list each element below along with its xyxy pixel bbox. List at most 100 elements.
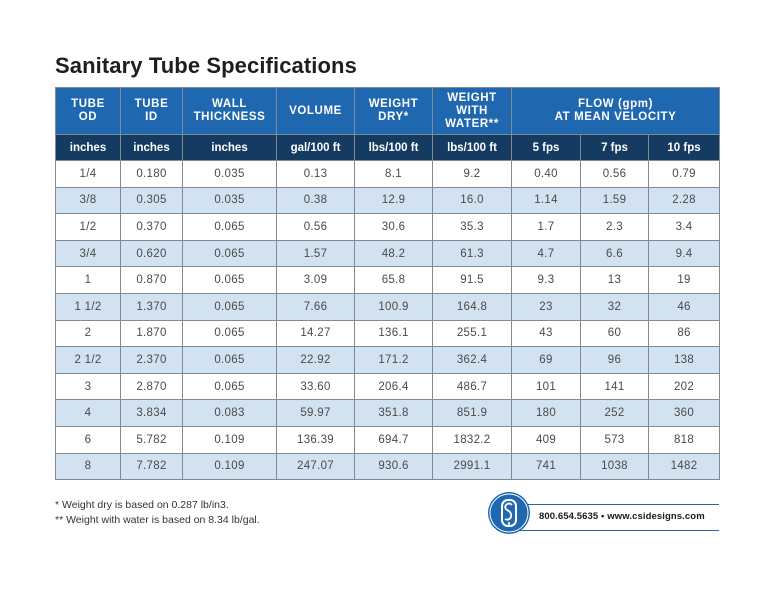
table-cell: 255.1 [432, 319, 512, 348]
table-cell: 35.3 [432, 213, 512, 241]
table-cell: 1832.2 [432, 425, 512, 454]
table-cell: 100.9 [354, 292, 433, 321]
table-cell: 1.7 [511, 213, 581, 241]
table-cell: 0.40 [511, 160, 581, 188]
table-cell: 247.07 [276, 452, 355, 481]
table-cell: 0.065 [182, 319, 277, 348]
table-cell: 351.8 [354, 399, 433, 427]
table-cell: 0.56 [580, 160, 649, 188]
table-cell: 48.2 [354, 239, 433, 268]
units-row: inches inches inches gal/100 ft lbs/100 … [55, 134, 721, 161]
table-cell: 13 [580, 266, 649, 294]
table-cell: 0.305 [120, 186, 183, 215]
table-cell: 1482 [647, 452, 721, 481]
table-cell: 136.39 [276, 425, 355, 454]
table-cell: 741 [511, 452, 581, 481]
table-cell: 0.035 [182, 160, 277, 188]
table-cell: 0.065 [182, 372, 277, 401]
table-cell: 22.92 [276, 346, 355, 374]
footnote-weight-water: ** Weight with water is based on 8.34 lb… [55, 514, 260, 526]
table-cell: 0.370 [120, 213, 183, 241]
footnote-weight-dry: * Weight dry is based on 0.287 lb/in3. [55, 499, 229, 511]
table-cell: 0.620 [120, 239, 183, 268]
table-cell: 3/4 [55, 239, 121, 268]
table-cell: 91.5 [432, 266, 512, 294]
table-cell: 0.109 [182, 425, 277, 454]
table-cell: 96 [580, 346, 649, 374]
table-cell: 46 [647, 292, 721, 321]
table-cell: 202 [647, 372, 721, 401]
table-cell: 8.1 [354, 160, 433, 188]
table-cell: 1/4 [55, 160, 121, 188]
table-cell: 1.57 [276, 239, 355, 268]
column-header: TUBE OD [55, 87, 121, 135]
table-row: 3/4 0.620 0.065 1.57 48.2 61.3 4.7 6.6 9.4 [55, 239, 721, 268]
table-cell: 136.1 [354, 319, 433, 348]
table-cell: 3 [55, 372, 121, 401]
table-row: 1/4 0.180 0.035 0.13 8.1 9.2 0.40 0.56 0.79 [55, 160, 721, 188]
table-cell: 0.065 [182, 346, 277, 374]
column-header: WALL THICKNESS [182, 87, 277, 135]
table-cell: 5.782 [120, 425, 183, 454]
table-cell: 0.870 [120, 266, 183, 294]
table-row: 3/8 0.305 0.035 0.38 12.9 16.0 1.14 1.59 2.28 [55, 186, 721, 215]
flow-header: FLOW (gpm) AT MEAN VELOCITY [510, 87, 721, 135]
table-cell: 138 [647, 346, 721, 374]
table-cell: 0.065 [182, 213, 277, 241]
unit-cell: 5 fps [511, 134, 581, 161]
table-cell: 3.09 [276, 266, 355, 294]
table-cell: 0.083 [182, 399, 277, 427]
unit-cell: 7 fps [580, 134, 649, 161]
unit-cell: 10 fps [647, 134, 721, 161]
table-cell: 101 [511, 372, 581, 401]
table-cell: 65.8 [354, 266, 433, 294]
unit-cell: gal/100 ft [276, 134, 355, 161]
table-row: 1 0.870 0.065 3.09 65.8 91.5 9.3 13 19 [55, 266, 721, 294]
table-cell: 4.7 [511, 239, 581, 268]
table-cell: 61.3 [432, 239, 512, 268]
table-cell: 252 [580, 399, 649, 427]
table-cell: 3.4 [647, 213, 721, 241]
column-header: WEIGHT WITH WATER** [432, 87, 512, 135]
table-cell: 3.834 [120, 399, 183, 427]
table-cell: 818 [647, 425, 721, 454]
table-cell: 171.2 [354, 346, 433, 374]
unit-cell: lbs/100 ft [432, 134, 512, 161]
table-row: 1/2 0.370 0.065 0.56 30.6 35.3 1.7 2.3 3.4 [55, 213, 721, 241]
divider-line [500, 530, 719, 531]
table-cell: 86 [647, 319, 721, 348]
table-cell: 69 [511, 346, 581, 374]
table-cell: 930.6 [354, 452, 433, 481]
unit-cell: inches [55, 134, 121, 161]
table-cell: 3/8 [55, 186, 121, 215]
table-cell: 851.9 [432, 399, 512, 427]
contact-info: 800.654.5635 • www.csidesigns.com [539, 511, 705, 522]
table-cell: 1.14 [511, 186, 581, 215]
table-cell: 2.28 [647, 186, 721, 215]
table-cell: 2.3 [580, 213, 649, 241]
table-cell: 30.6 [354, 213, 433, 241]
table-cell: 12.9 [354, 186, 433, 215]
csi-logo-icon [488, 492, 530, 534]
table-cell: 0.065 [182, 266, 277, 294]
spec-table: TUBE OD TUBE ID WALL THICKNESS VOLUME WEIGH… [55, 87, 721, 481]
table-cell: 16.0 [432, 186, 512, 215]
table-cell: 573 [580, 425, 649, 454]
table-cell: 362.4 [432, 346, 512, 374]
table-cell: 0.13 [276, 160, 355, 188]
column-header: TUBE ID [120, 87, 183, 135]
table-cell: 2 1/2 [55, 346, 121, 374]
table-cell: 180 [511, 399, 581, 427]
divider-line [500, 504, 719, 505]
table-cell: 60 [580, 319, 649, 348]
table-cell: 1 [55, 266, 121, 294]
table-cell: 164.8 [432, 292, 512, 321]
table-cell: 0.065 [182, 239, 277, 268]
unit-cell: lbs/100 ft [354, 134, 433, 161]
table-cell: 1.870 [120, 319, 183, 348]
table-row: 2 1/2 2.370 0.065 22.92 171.2 362.4 69 96 138 [55, 346, 721, 374]
table-row: 3 2.870 0.065 33.60 206.4 486.7 101 141 202 [55, 372, 721, 401]
table-cell: 7.782 [120, 452, 183, 481]
table-cell: 2 [55, 319, 121, 348]
table-cell: 1 1/2 [55, 292, 121, 321]
